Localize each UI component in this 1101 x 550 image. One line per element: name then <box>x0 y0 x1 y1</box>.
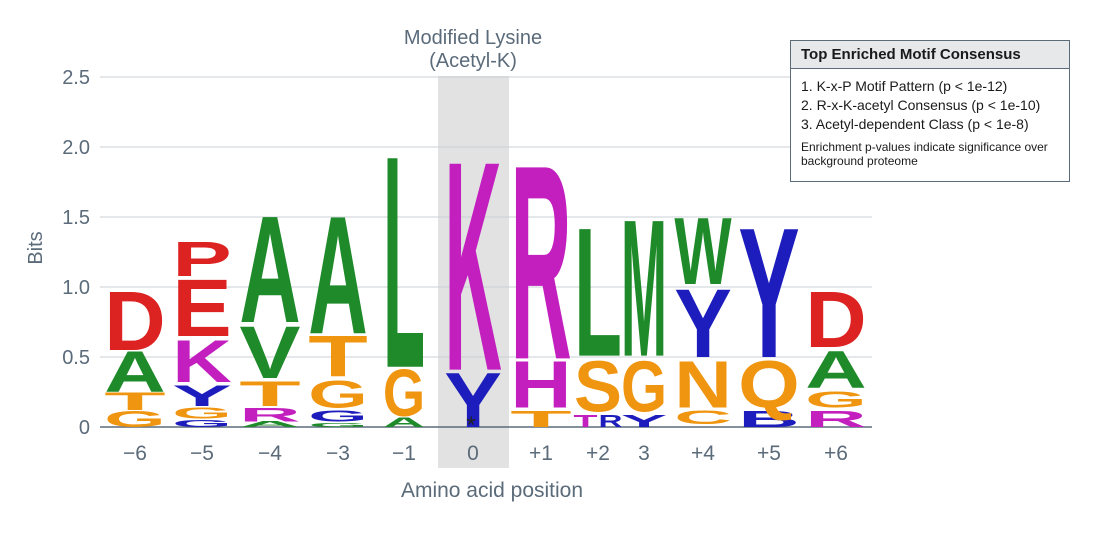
x-tick-label: −5 <box>190 442 214 465</box>
legend-item: 2. R-x-K-acetyl Consensus (p < 1e-10) <box>801 97 1041 113</box>
logo-letter-g: G <box>383 356 425 430</box>
y-tick-label: 1.5 <box>62 207 90 229</box>
x-tick-label: 0 <box>467 442 479 465</box>
logo-letter-l: L <box>383 92 425 431</box>
x-tick-label: 3 <box>638 442 650 465</box>
x-tick-label: −6 <box>123 442 147 465</box>
logo-letter-e: E <box>172 262 232 354</box>
logo-letter-r: R <box>239 404 300 426</box>
y-axis-label: Bits <box>25 231 47 264</box>
logo-letter-t: T <box>104 387 165 415</box>
logo-letter-l: L <box>574 189 622 394</box>
y-tick-label: 0 <box>79 417 90 439</box>
legend-list: 1. K-x-P Motif Pattern (p < 1e-12) 2. R-… <box>791 77 1069 134</box>
logo-letter-d: D <box>104 273 165 367</box>
y-tick-label: 0.5 <box>62 347 90 369</box>
logo-letter-n: N <box>674 348 732 422</box>
highlight-band-position-0 <box>438 76 509 468</box>
logo-letter-y: Y <box>738 190 799 398</box>
logo-letter-v: V <box>239 310 301 394</box>
logo-letter-a: A <box>104 340 165 405</box>
legend-item: 1. K-x-P Motif Pattern (p < 1e-12) <box>801 78 1008 94</box>
x-tick-label: +1 <box>529 442 553 465</box>
logo-letter-g: G <box>805 386 866 412</box>
logo-letter-a: A <box>239 420 300 429</box>
logo-letter-m: M <box>621 180 667 398</box>
y-axis-ticks: 0 0.5 1.0 1.5 2.0 2.5 <box>62 67 90 439</box>
x-tick-label: −1 <box>392 442 416 465</box>
x-tick-label: −3 <box>326 442 350 465</box>
motif-legend-box: Top Enriched Motif Consensus 1. K-x-P Mo… <box>790 40 1070 182</box>
logo-letter-a: A <box>805 341 866 400</box>
logo-letter-t: T <box>239 374 300 413</box>
logo-letter-a: A <box>383 415 425 430</box>
logo-letter-d: D <box>805 274 866 364</box>
x-axis-ticks: −6 −5 −4 −3 −1 0 +1 +2 3 +4 +5 +6 <box>123 442 848 465</box>
logo-letter-y: Y <box>674 269 732 378</box>
logo-letter-t: T <box>574 411 599 431</box>
legend-title: Top Enriched Motif Consensus <box>791 41 1069 69</box>
legend-note: Enrichment p-values indicate significanc… <box>801 140 1048 168</box>
logo-letter-g: G <box>172 418 231 429</box>
logo-letter-y: Y <box>621 411 667 431</box>
logo-letter-a: A <box>308 182 368 370</box>
logo-letter-r: R <box>805 406 866 432</box>
logo-letter-s: S <box>574 347 622 427</box>
logo-letter-g: G <box>308 422 368 428</box>
logo-letter-b: B <box>738 406 799 432</box>
chart-subtitle: (Acetyl-K) <box>429 50 517 72</box>
logo-letter-g: G <box>308 407 368 425</box>
logo-letter-c: C <box>674 407 732 429</box>
x-tick-label: −4 <box>258 442 282 465</box>
logo-letter-k: K <box>172 329 232 396</box>
logo-letter-g: G <box>172 404 232 422</box>
logo-letter-h: H <box>510 348 571 422</box>
grid-lines <box>100 76 872 428</box>
logo-letter-g: G <box>621 347 667 428</box>
y-tick-label: 2.0 <box>62 137 90 159</box>
highlight-marker: * <box>466 412 475 439</box>
chart-title: Modified Lysine <box>404 27 542 49</box>
logo-letter-g: G <box>308 372 368 416</box>
logo-letter-t: T <box>510 406 571 432</box>
logo-letter-y: Y <box>172 380 232 413</box>
logo-letter-r: R <box>598 411 622 431</box>
logo-letter-p: P <box>172 232 232 286</box>
logo-letter-y: Y <box>444 357 502 444</box>
x-tick-label: +5 <box>757 442 781 465</box>
legend-item: 3. Acetyl-dependent Class (p < 1e-8) <box>801 116 1029 132</box>
logo-letter-a: A <box>239 185 300 355</box>
logo-letter-q: Q <box>738 348 799 422</box>
y-tick-label: 1.0 <box>62 277 90 299</box>
x-tick-label: +6 <box>824 442 848 465</box>
logo-letter-k: K <box>444 100 502 433</box>
y-tick-label: 2.5 <box>62 67 90 89</box>
logo-letter-g: G <box>104 406 165 432</box>
x-tick-label: +4 <box>691 442 715 465</box>
x-tick-label: +2 <box>586 442 610 465</box>
logo-letter-w: W <box>674 197 731 305</box>
x-axis-label: Amino acid position <box>401 479 583 502</box>
logo-letter-r: R <box>510 107 571 418</box>
logo-letter-t: T <box>308 324 368 390</box>
